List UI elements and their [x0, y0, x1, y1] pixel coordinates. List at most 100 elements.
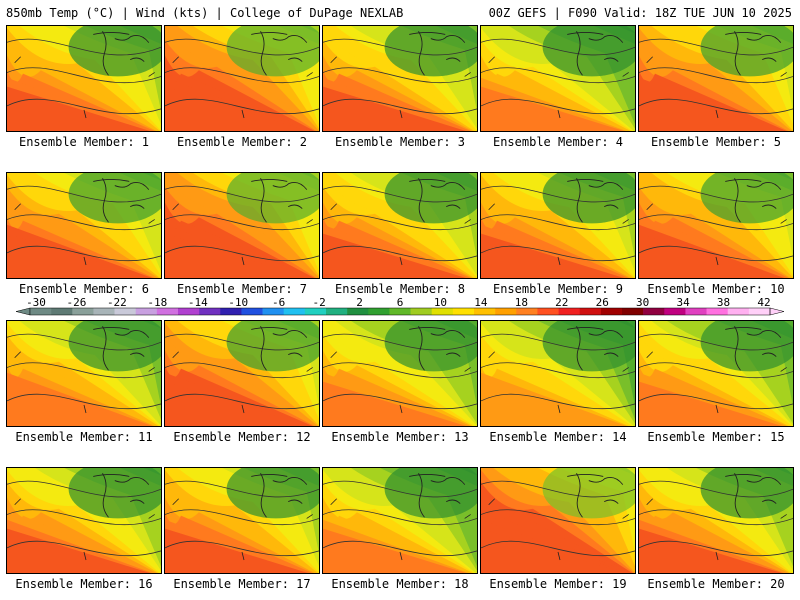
wind-barb: [172, 498, 313, 561]
panel-caption: Ensemble Member: 3: [334, 135, 466, 149]
colorbar-swatch: [452, 308, 475, 315]
panel-caption: Ensemble Member: 20: [647, 577, 785, 591]
temperature-band: [165, 528, 308, 573]
contour-line: [165, 245, 319, 261]
temperature-map: [7, 173, 161, 278]
temperature-map: [481, 173, 635, 278]
panel-caption: Ensemble Member: 10: [647, 282, 785, 296]
great-lakes-outline: [409, 326, 466, 371]
colorbar-swatch: [474, 308, 496, 315]
colorbar-swatch: [93, 308, 115, 315]
colorbar-swatch: [431, 308, 454, 315]
wind-barb: [488, 351, 629, 414]
colorbar-tick-label: 6: [397, 298, 404, 309]
panel-caption: Ensemble Member: 17: [173, 577, 311, 591]
wind-barb: [14, 56, 155, 119]
panel-caption: Ensemble Member: 11: [15, 430, 153, 444]
temperature-map: [481, 26, 635, 131]
contour-line: [639, 362, 793, 379]
contour-line: [481, 245, 635, 261]
great-lakes-outline: [93, 326, 150, 371]
contour-line: [481, 362, 635, 379]
cool-air-region: [542, 321, 635, 372]
contour-line: [165, 185, 319, 203]
contour-line: [639, 98, 793, 114]
great-lakes-outline: [409, 178, 466, 223]
ensemble-panel: [480, 25, 636, 132]
ensemble-panel: [322, 172, 478, 279]
cool-air-region: [700, 468, 793, 519]
colorbar-swatch: [156, 308, 179, 315]
great-lakes-outline: [93, 31, 150, 76]
colorbar-tick-label: 22: [555, 298, 568, 309]
colorbar-tick-label: 26: [596, 298, 609, 309]
cool-air-region: [226, 26, 319, 77]
colorbar-swatch: [114, 308, 137, 315]
ensemble-panel: [480, 467, 636, 574]
temperature-band: [7, 86, 150, 131]
contour-line: [639, 185, 793, 203]
colorbar-swatch: [664, 308, 686, 315]
contour-line: [323, 333, 477, 351]
temperature-map: [165, 468, 319, 573]
cool-air-region: [226, 321, 319, 372]
temperature-map: [323, 468, 477, 573]
colorbar-tick-label: 18: [515, 298, 528, 309]
ensemble-panel: [164, 172, 320, 279]
contour-line: [323, 393, 477, 409]
contour-line: [639, 509, 793, 526]
temperature-map: [165, 321, 319, 426]
temperature-colorbar: -30 -26 -22 -18 -14 -10 -6 -2 2 6 10 14 18 22 26 30 34 38…: [15, 298, 785, 316]
colorbar-swatch: [241, 308, 263, 315]
colorbar-swatch: [389, 308, 411, 315]
colorbar-tick-label: 2: [356, 298, 363, 309]
colorbar-tick-label: 38: [717, 298, 730, 309]
colorbar-left-arrow: [15, 307, 31, 316]
wind-barb: [172, 56, 313, 119]
wind-barb: [14, 498, 155, 561]
contour-line: [323, 540, 477, 556]
contour-line: [165, 333, 319, 351]
ensemble-panel: [6, 467, 162, 574]
wind-barb: [646, 498, 787, 561]
contour-line: [7, 540, 161, 556]
contour-line: [7, 362, 161, 379]
colorbar-swatch: [727, 308, 750, 315]
ensemble-panel: [480, 172, 636, 279]
ensemble-panel: [164, 320, 320, 427]
cool-air-region: [384, 468, 477, 519]
contour-line: [639, 214, 793, 231]
great-lakes-outline: [409, 473, 466, 518]
wind-barb: [14, 351, 155, 414]
colorbar-outline: [29, 307, 771, 316]
great-lakes-outline: [567, 326, 624, 371]
panel-caption: Ensemble Member: 16: [15, 577, 153, 591]
ensemble-panel: [6, 172, 162, 279]
cool-air-region: [68, 173, 161, 224]
colorbar-tick-label: -10: [228, 298, 248, 309]
colorbar-swatch: [283, 308, 306, 315]
ensemble-panel: [638, 320, 794, 427]
contour-line: [481, 38, 635, 56]
ensemble-panel: [6, 320, 162, 427]
contour-line: [7, 480, 161, 498]
colorbar-swatch: [622, 308, 644, 315]
temperature-map: [481, 468, 635, 573]
great-lakes-outline: [251, 326, 308, 371]
contour-line: [639, 245, 793, 261]
contour-line: [7, 245, 161, 261]
contour-line: [639, 67, 793, 84]
panel-caption: Ensemble Member: 14: [489, 430, 627, 444]
colorbar-tick-label: 14: [474, 298, 488, 309]
temperature-map: [165, 173, 319, 278]
contour-line: [7, 67, 161, 84]
cool-air-region: [542, 26, 635, 77]
contour-line: [165, 540, 319, 556]
temperature-map: [7, 468, 161, 573]
cool-air-region: [68, 26, 161, 77]
ensemble-panel: [638, 172, 794, 279]
contour-line: [481, 509, 635, 526]
colorbar-tick-label: -18: [147, 298, 167, 309]
contour-line: [323, 67, 477, 84]
temperature-map: [165, 26, 319, 131]
